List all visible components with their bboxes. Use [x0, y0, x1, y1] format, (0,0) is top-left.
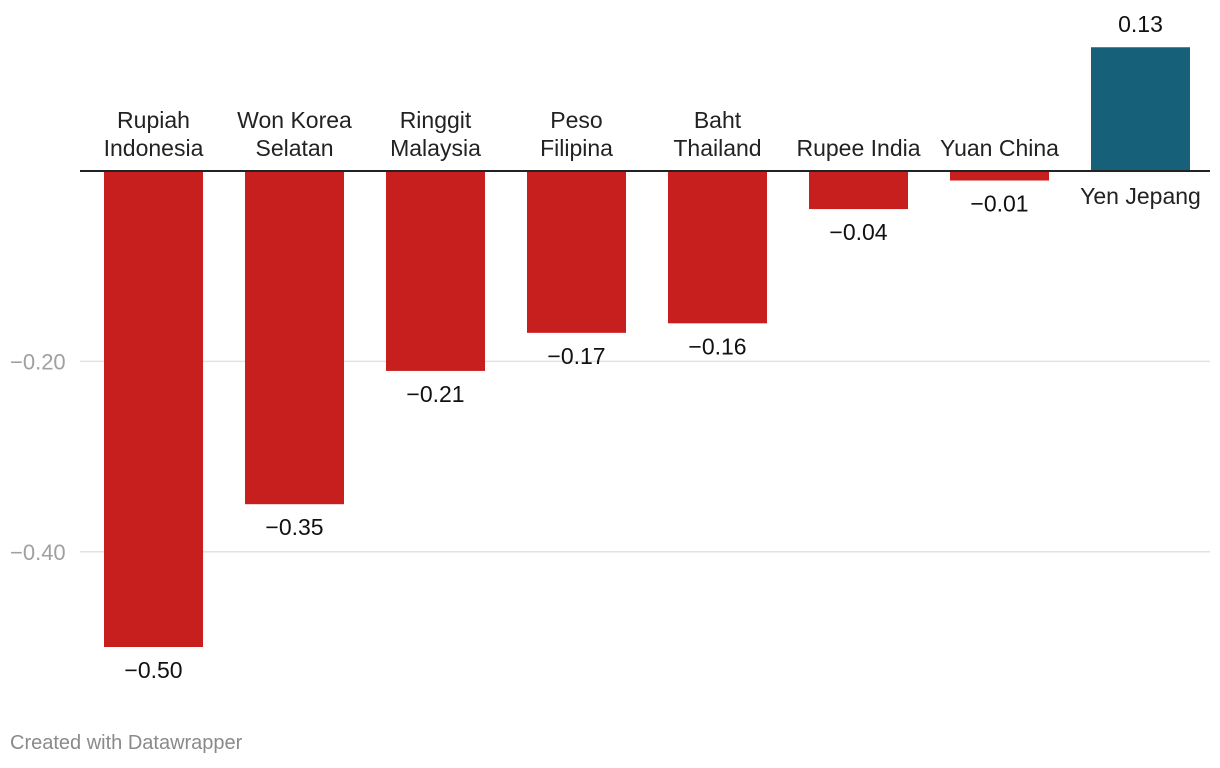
credit-text: Created with Datawrapper	[10, 732, 243, 754]
value-label: −0.17	[547, 343, 605, 369]
category-label: Rupiah Indonesia	[104, 107, 204, 161]
bar	[950, 171, 1049, 181]
bar	[527, 171, 626, 333]
bar	[245, 171, 344, 505]
bar	[668, 171, 767, 324]
bar	[386, 171, 485, 371]
y-tick-label: −0.40	[10, 540, 66, 565]
value-label: 0.13	[1118, 11, 1163, 37]
bar-chart: −0.20 −0.40 −0.50 Rupiah Indonesia −0.35 Won …	[10, 11, 1210, 683]
bar	[809, 171, 908, 210]
category-label: Rupee India	[796, 135, 920, 161]
category-label: Yen Jepang	[1080, 183, 1201, 209]
bar	[104, 171, 203, 647]
value-label: −0.01	[970, 191, 1028, 217]
value-label: −0.35	[265, 514, 323, 540]
category-label: Yuan China	[940, 135, 1059, 161]
gridlines: −0.20 −0.40	[10, 349, 1210, 565]
category-label: Baht Thailand	[673, 107, 761, 161]
labels: −0.50 Rupiah Indonesia −0.35 Won Korea Selata…	[104, 11, 1201, 683]
value-label: −0.04	[829, 219, 887, 245]
value-label: −0.50	[124, 657, 182, 683]
value-label: −0.21	[406, 381, 464, 407]
category-label: Won Korea Selatan	[237, 107, 352, 161]
bars	[80, 47, 1210, 647]
bar	[1091, 47, 1190, 171]
value-label: −0.16	[688, 333, 746, 359]
y-tick-label: −0.20	[10, 349, 66, 374]
category-label: Peso Filipina	[540, 107, 613, 161]
category-label: Ringgit Malaysia	[390, 107, 481, 161]
